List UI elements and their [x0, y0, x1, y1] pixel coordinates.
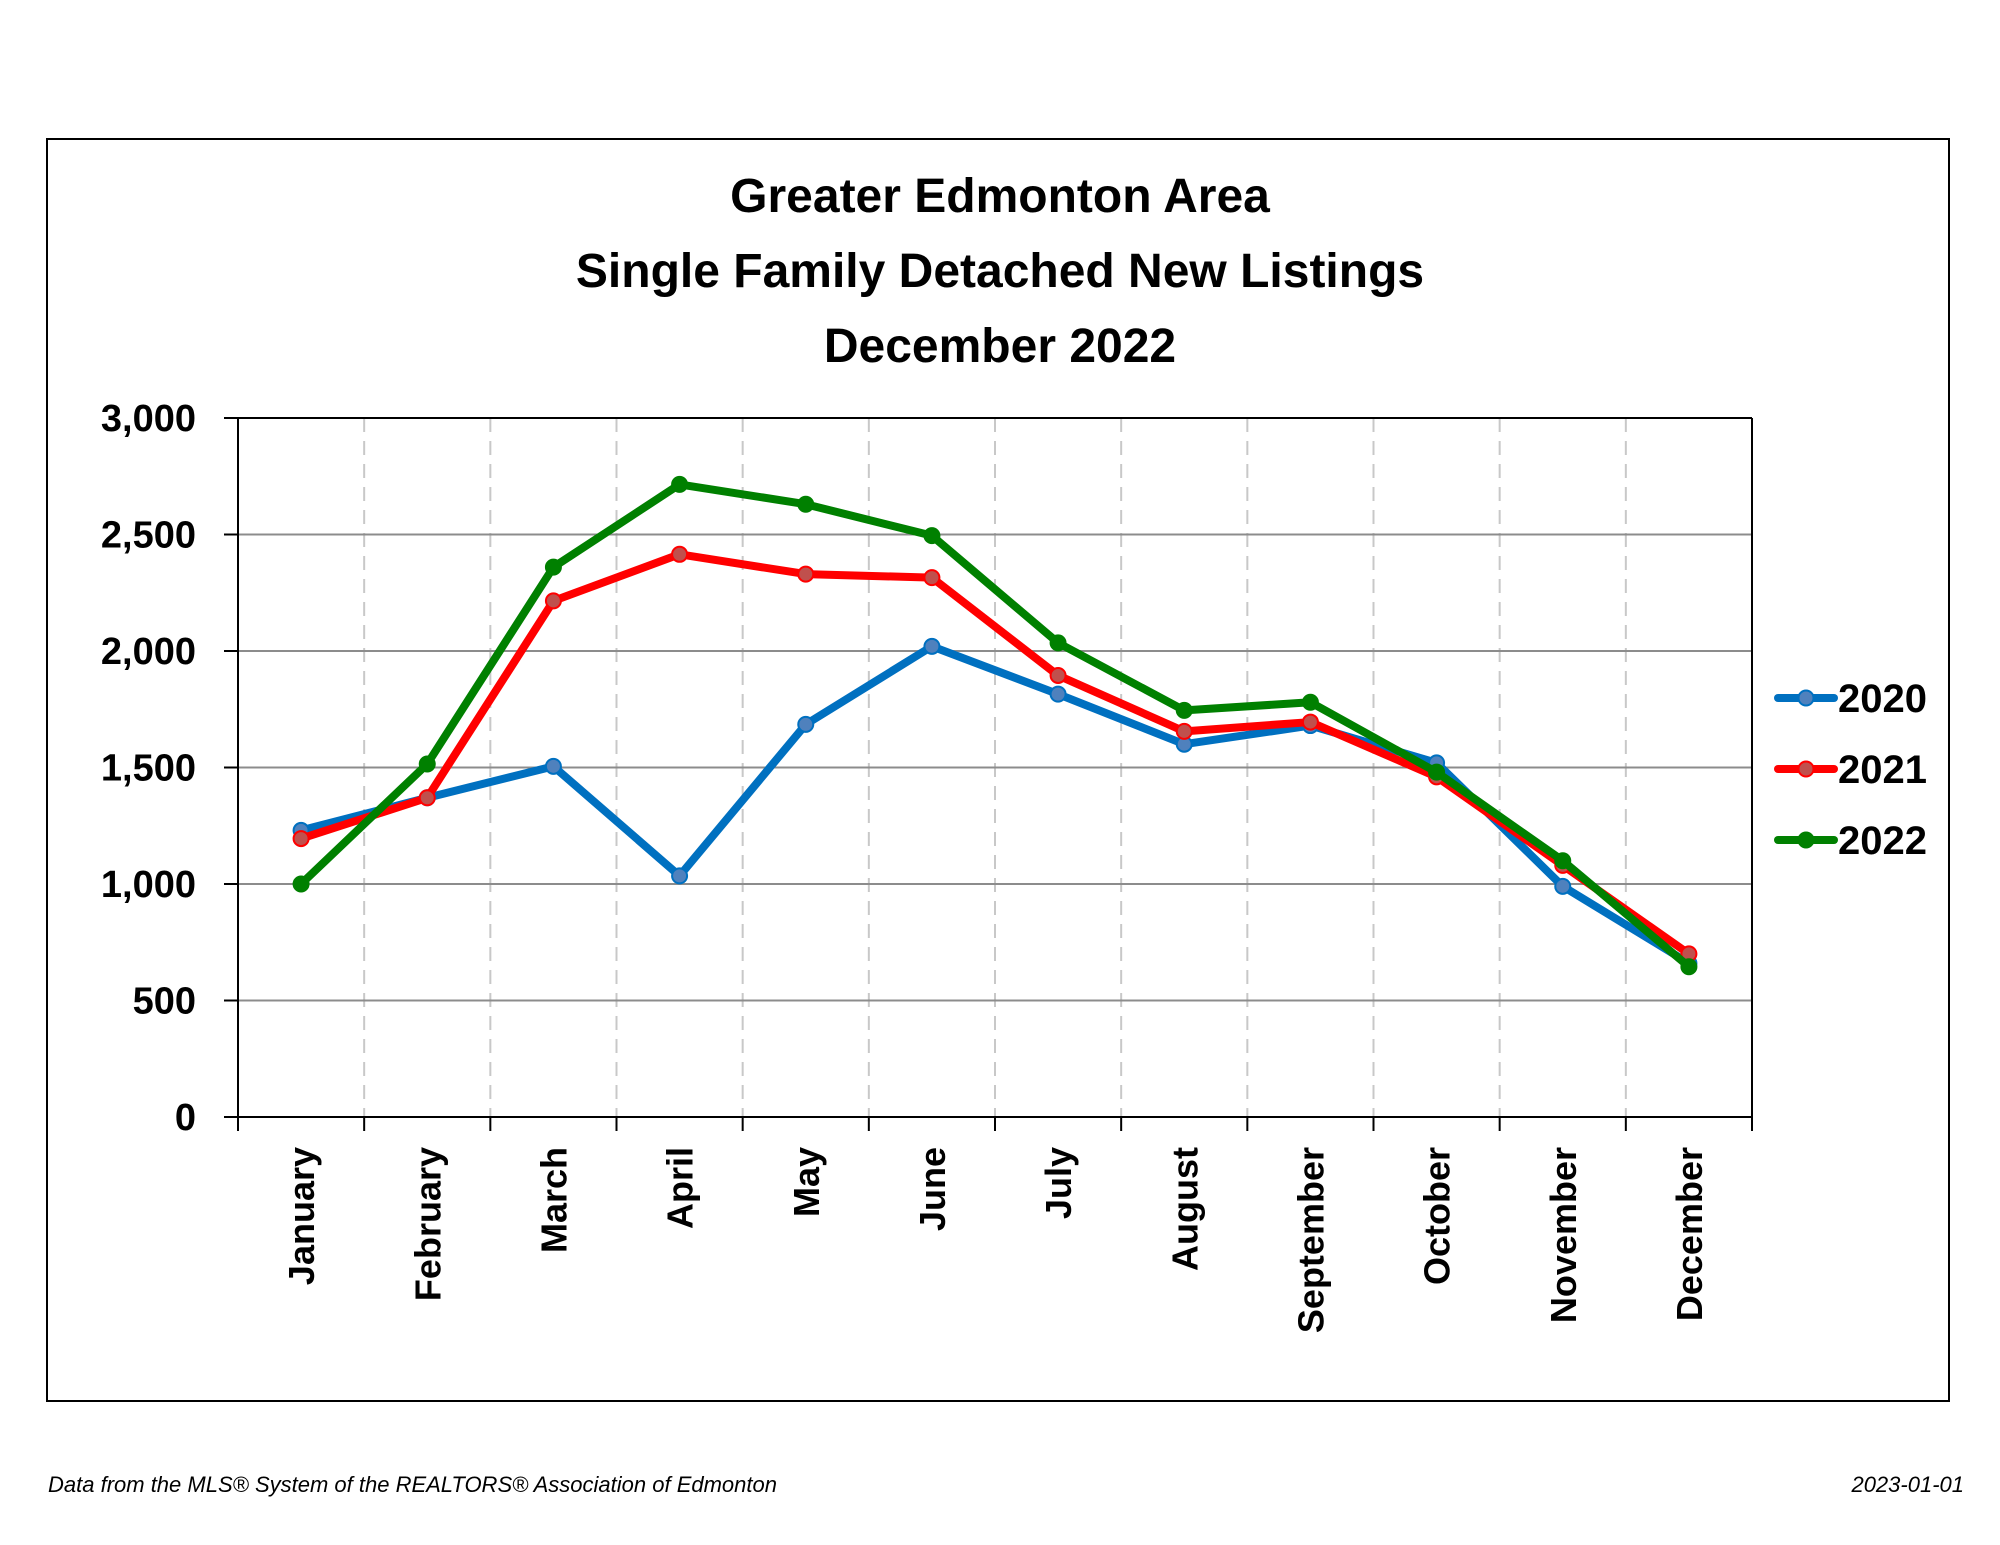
- data-point-2021: [923, 569, 941, 587]
- x-category-label: December: [1669, 1147, 1710, 1321]
- series-lines: [292, 475, 1698, 976]
- series-line-2022: [297, 480, 1693, 971]
- data-point-2021: [292, 830, 310, 848]
- chart-frame: [46, 138, 1950, 1402]
- legend-label: 2021: [1838, 748, 1927, 792]
- axes: 0 500 1,000 1,500 2,000 2,500 3,000 January Febr…: [101, 398, 1753, 1333]
- y-tick-label: 2,000: [101, 631, 196, 673]
- legend-item-2020: 2020: [1774, 677, 1927, 721]
- data-point-2022: [1301, 693, 1319, 711]
- data-point-2022: [418, 755, 436, 773]
- data-point-2022: [1554, 852, 1572, 870]
- data-point-2021: [1049, 666, 1067, 684]
- data-point-2020: [923, 637, 941, 655]
- chart-title-line-2: Single Family Detached New Listings: [576, 245, 1424, 298]
- data-point-2022: [1175, 701, 1193, 719]
- gridlines: [238, 417, 1752, 1117]
- x-category-label: March: [533, 1147, 574, 1253]
- y-tick-label: 3,000: [101, 398, 196, 440]
- x-category-label: February: [407, 1147, 448, 1301]
- chart-title-line-3: December 2022: [824, 320, 1176, 373]
- data-point-2021: [1301, 713, 1319, 731]
- x-category-label: October: [1417, 1147, 1458, 1285]
- x-category-label: September: [1290, 1147, 1331, 1333]
- chart-title: Greater Edmonton Area Single Family Deta…: [576, 170, 1424, 373]
- legend-label: 2020: [1838, 677, 1927, 721]
- data-point-2022: [1428, 763, 1446, 781]
- legend-swatch-marker: [1797, 831, 1815, 849]
- footer-source: Data from the MLS® System of the REALTOR…: [48, 1472, 777, 1497]
- data-point-2022: [1680, 958, 1698, 976]
- legend: 2020 2021 2022: [1774, 677, 1927, 863]
- y-tick-label: 500: [133, 981, 196, 1023]
- legend-item-2022: 2022: [1774, 819, 1927, 863]
- data-point-2020: [797, 715, 815, 733]
- data-point-2021: [671, 545, 689, 563]
- x-category-label: April: [660, 1147, 701, 1229]
- data-point-2020: [1049, 685, 1067, 703]
- footer-date: 2023-01-01: [1851, 1472, 1964, 1497]
- data-point-2022: [797, 495, 815, 513]
- data-point-2022: [292, 875, 310, 893]
- x-category-label: August: [1164, 1147, 1205, 1271]
- y-tick-label: 1,500: [101, 748, 196, 790]
- y-tick-label: 2,500: [101, 515, 196, 557]
- x-category-label: July: [1038, 1147, 1079, 1219]
- series-2022: [292, 475, 1698, 976]
- data-point-2022: [1049, 634, 1067, 652]
- data-point-2021: [544, 592, 562, 610]
- data-point-2020: [671, 867, 689, 885]
- legend-swatch-marker: [1797, 689, 1815, 707]
- data-point-2020: [544, 757, 562, 775]
- x-category-label: June: [912, 1147, 953, 1231]
- data-point-2022: [923, 527, 941, 545]
- x-category-label: November: [1543, 1147, 1584, 1323]
- legend-swatch-marker: [1797, 760, 1815, 778]
- x-category-label: January: [281, 1147, 322, 1285]
- data-point-2022: [671, 475, 689, 493]
- legend-label: 2022: [1838, 819, 1927, 863]
- y-tick-label: 1,000: [101, 864, 196, 906]
- data-point-2020: [1554, 877, 1572, 895]
- chart-title-line-1: Greater Edmonton Area: [730, 170, 1270, 223]
- legend-item-2021: 2021: [1774, 748, 1927, 792]
- data-point-2021: [797, 565, 815, 583]
- y-tick-label: 0: [175, 1097, 196, 1139]
- data-point-2021: [1175, 722, 1193, 740]
- data-point-2022: [544, 558, 562, 576]
- x-category-label: May: [786, 1147, 827, 1217]
- data-point-2021: [418, 789, 436, 807]
